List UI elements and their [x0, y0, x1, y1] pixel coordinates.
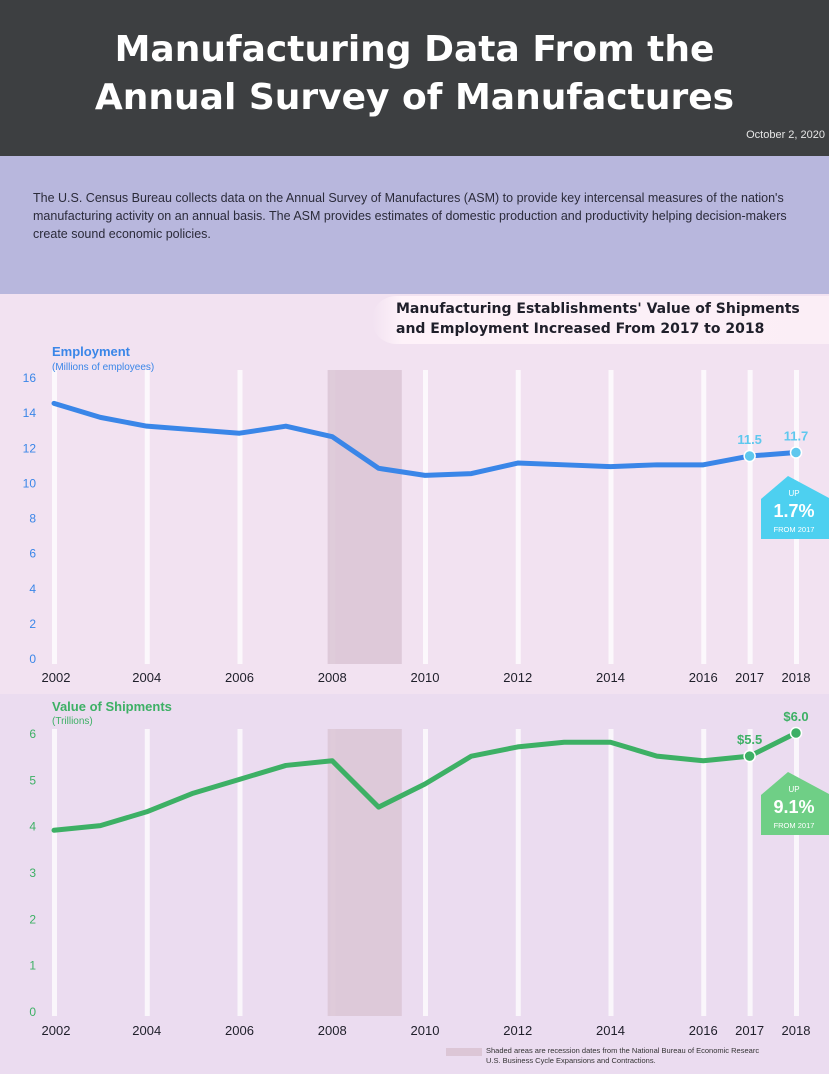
section-title-line-2: and Employment Increased From 2017 to 20… [396, 321, 765, 337]
data-point-marker [789, 446, 803, 459]
data-point-marker [789, 726, 803, 740]
callout-from-label: FROM 2017 [774, 525, 815, 534]
grid-band [794, 729, 799, 1016]
callout-up-label: UP [788, 785, 799, 794]
data-point-marker [743, 749, 756, 763]
x-tick-label: 2016 [689, 670, 718, 685]
x-tick-label: 2014 [596, 1023, 625, 1038]
x-tick-label: 2018 [782, 670, 811, 685]
y-tick-label: 14 [23, 406, 37, 420]
y-tick-label: 2 [29, 912, 36, 926]
y-tick-label: 12 [23, 441, 37, 455]
callout-from-label: FROM 2017 [774, 821, 815, 830]
y-tick-label: 4 [29, 820, 36, 834]
page-title: Manufacturing Data From the Annual Surve… [0, 26, 829, 122]
grid-band [608, 370, 614, 664]
grid-band [515, 729, 521, 1016]
x-tick-label: 2014 [596, 670, 625, 685]
grid-band [701, 729, 707, 1016]
series-line [51, 730, 799, 833]
callout-value: 9.1% [773, 797, 814, 817]
x-tick-label: 2018 [782, 1023, 811, 1038]
y-tick-label: 0 [29, 1005, 36, 1019]
recession-band [327, 370, 402, 664]
y-axis-label: (Millions of employees) [52, 362, 154, 373]
data-point-label: $5.5 [737, 732, 762, 747]
grid-band [701, 370, 707, 664]
callout-up-label: UP [788, 489, 799, 498]
recession-legend-swatch [446, 1048, 482, 1056]
grid-band [515, 370, 521, 664]
x-tick-label: 2006 [225, 670, 254, 685]
grid-band [608, 729, 614, 1016]
footnote: Shaded areas are recession dates from th… [446, 1046, 759, 1066]
grid-band [423, 370, 428, 664]
title-line-2: Annual Survey of Manufactures [94, 77, 735, 118]
data-point-label: 11.5 [737, 432, 762, 447]
x-tick-label: 2010 [411, 670, 440, 685]
y-tick-label: 2 [29, 617, 36, 631]
x-tick-label: 2004 [132, 1023, 161, 1038]
callout-value: 1.7% [773, 501, 814, 521]
header-banner: Manufacturing Data From the Annual Surve… [0, 0, 829, 156]
x-tick-label: 2012 [503, 1023, 532, 1038]
callout-arrow [761, 476, 829, 539]
x-tick-label: 2016 [689, 1023, 718, 1038]
y-tick-label: 10 [23, 476, 37, 490]
y-tick-label: 1 [29, 959, 36, 973]
x-tick-label: 2002 [42, 670, 71, 685]
grid-band [144, 370, 150, 664]
x-tick-label: 2006 [225, 1023, 254, 1038]
grid-band [52, 729, 57, 1016]
intro-panel: The U.S. Census Bureau collects data on … [0, 156, 829, 294]
callout-arrow [761, 772, 829, 835]
title-line-1: Manufacturing Data From the [114, 29, 715, 70]
y-tick-label: 8 [29, 512, 36, 526]
grid-band [747, 370, 753, 664]
y-tick-label: 4 [29, 582, 36, 596]
y-tick-label: 5 [29, 773, 36, 787]
grid-band [237, 370, 243, 664]
data-point-label: 11.7 [784, 429, 809, 444]
y-tick-label: 3 [29, 866, 36, 880]
footnote-line-1: Shaded areas are recession dates from th… [486, 1046, 760, 1055]
x-tick-label: 2017 [735, 1023, 764, 1038]
y-tick-label: 0 [29, 652, 36, 666]
chart-title: Employment [52, 344, 131, 359]
section-title-line-1: Manufacturing Establishments' Value of S… [396, 301, 800, 317]
data-point-label: $6.0 [783, 709, 808, 724]
x-tick-label: 2012 [503, 670, 532, 685]
x-tick-label: 2010 [411, 1023, 440, 1038]
employment-panel-bg [0, 294, 829, 694]
series-line [51, 400, 799, 478]
intro-text: The U.S. Census Bureau collects data on … [33, 191, 787, 241]
grid-band [747, 729, 753, 1016]
recession-band [327, 729, 402, 1016]
y-tick-label: 6 [29, 727, 36, 741]
x-tick-label: 2002 [42, 1023, 71, 1038]
grid-band [52, 370, 57, 664]
y-axis-label: (Trillions) [52, 716, 93, 727]
x-tick-label: 2008 [318, 670, 347, 685]
grid-band [237, 729, 243, 1016]
chart-title: Value of Shipments [52, 699, 172, 714]
y-tick-label: 6 [29, 547, 36, 561]
x-tick-label: 2008 [318, 1023, 347, 1038]
grid-band [144, 729, 150, 1016]
section-title: Manufacturing Establishments' Value of S… [372, 296, 829, 344]
grid-band [423, 729, 428, 1016]
footnote-line-2: U.S. Business Cycle Expansions and Contr… [486, 1056, 656, 1065]
y-tick-label: 16 [23, 371, 37, 385]
x-tick-label: 2017 [735, 670, 764, 685]
x-tick-label: 2004 [132, 670, 161, 685]
data-point-marker [743, 449, 756, 463]
publication-date: October 2, 2020 [746, 129, 825, 141]
